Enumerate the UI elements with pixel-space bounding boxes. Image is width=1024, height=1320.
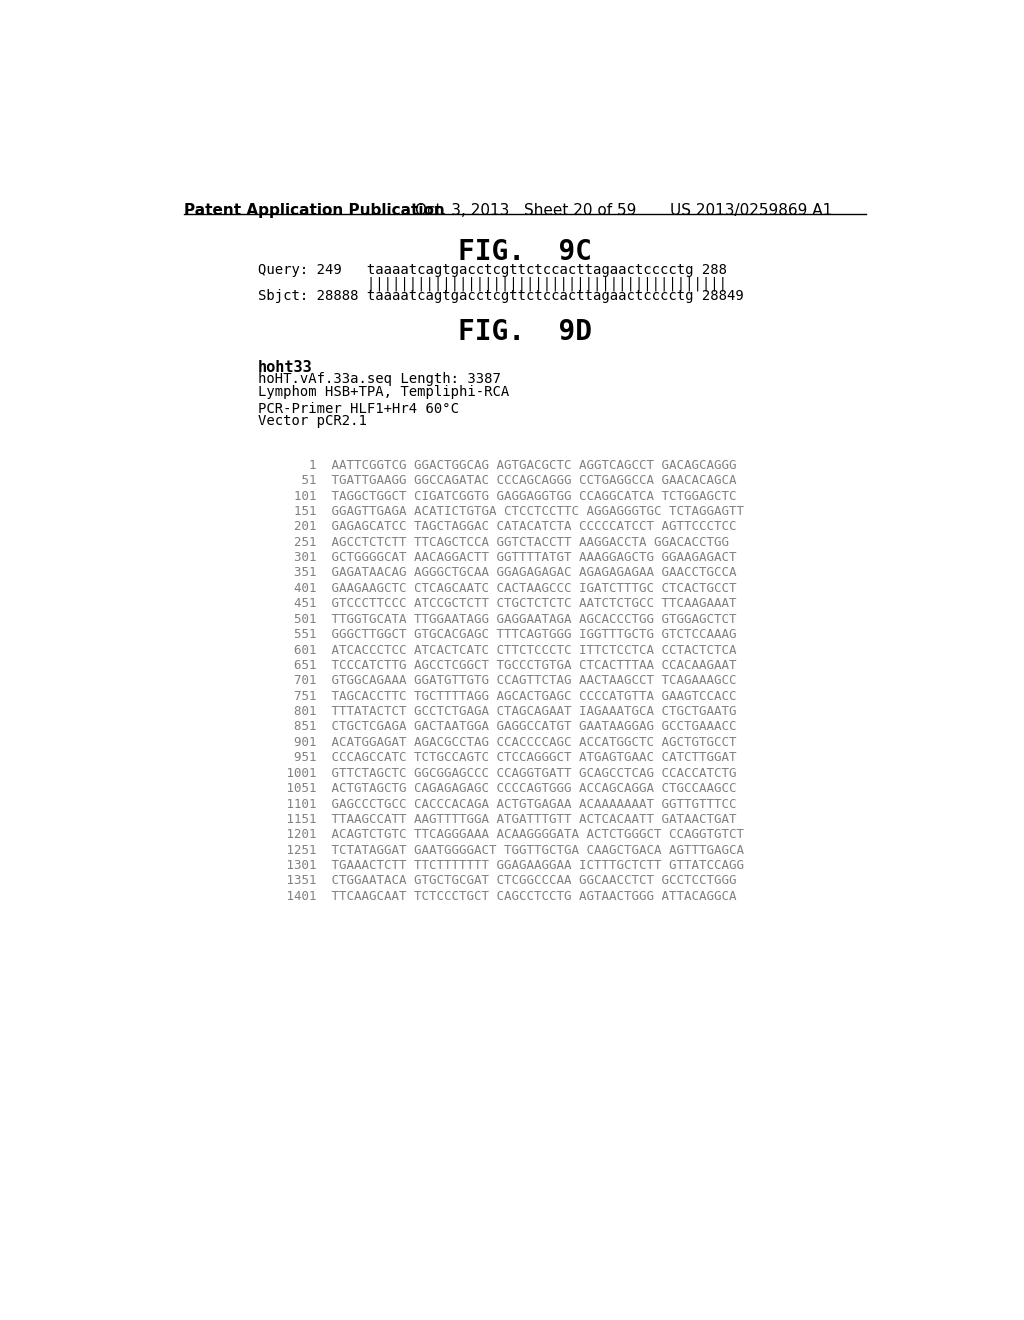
Text: Lymphom HSB+TPA, Templiphi-RCA: Lymphom HSB+TPA, Templiphi-RCA xyxy=(258,385,510,399)
Text: FIG.  9C: FIG. 9C xyxy=(458,238,592,265)
Text: 1201  ACAGTCTGTC TTCAGGGAAA ACAAGGGGATA ACTCTGGGCT CCAGGTGTCT: 1201 ACAGTCTGTC TTCAGGGAAA ACAAGGGGATA A… xyxy=(280,829,744,841)
Text: 201  GAGAGCATCC TAGCTAGGAC CATACATCTA CCCCCATCCT AGTTCCCTCC: 201 GAGAGCATCC TAGCTAGGAC CATACATCTA CCC… xyxy=(280,520,736,533)
Text: 1  AATTCGGTCG GGACTGGCAG AGTGACGCTC AGGTCAGCCT GACAGCAGGG: 1 AATTCGGTCG GGACTGGCAG AGTGACGCTC AGGTC… xyxy=(280,459,736,471)
Text: 301  GCTGGGGCAT AACAGGACTT GGTTTTATGT AAAGGAGCTG GGAAGAGACT: 301 GCTGGGGCAT AACAGGACTT GGTTTTATGT AAA… xyxy=(280,552,736,564)
Text: 851  CTGCTCGAGA GACTAATGGA GAGGCCATGT GAATAAGGAG GCCTGAAACC: 851 CTGCTCGAGA GACTAATGGA GAGGCCATGT GAA… xyxy=(280,721,736,734)
Text: 651  TCCCATCTTG AGCCTCGGCT TGCCCTGTGA CTCACTTTAA CCACAAGAAT: 651 TCCCATCTTG AGCCTCGGCT TGCCCTGTGA CTC… xyxy=(280,659,736,672)
Text: PCR-Primer HLF1+Hr4 60°C: PCR-Primer HLF1+Hr4 60°C xyxy=(258,401,459,416)
Text: 51  TGATTGAAGG GGCCAGATAC CCCAGCAGGG CCTGAGGCCA GAACACAGCA: 51 TGATTGAAGG GGCCAGATAC CCCAGCAGGG CCTG… xyxy=(280,474,736,487)
Text: 1401  TTCAAGCAAT TCTCCCTGCT CAGCCTCCTG AGTAACTGGG ATTACAGGCA: 1401 TTCAAGCAAT TCTCCCTGCT CAGCCTCCTG AG… xyxy=(280,890,736,903)
Text: 101  TAGGCTGGCT CIGATCGGTG GAGGAGGTGG CCAGGCATCA TCTGGAGCTC: 101 TAGGCTGGCT CIGATCGGTG GAGGAGGTGG CCA… xyxy=(280,490,736,503)
Text: 1251  TCTATAGGAT GAATGGGGACT TGGTTGCTGA CAAGCTGACA AGTTTGAGCA: 1251 TCTATAGGAT GAATGGGGACT TGGTTGCTGA C… xyxy=(280,843,744,857)
Text: 351  GAGATAACAG AGGGCTGCAA GGAGAGAGAC AGAGAGAGAA GAACCTGCCA: 351 GAGATAACAG AGGGCTGCAA GGAGAGAGAC AGA… xyxy=(280,566,736,579)
Text: 251  AGCCTCTCTT TTCAGCTCCA GGTCTACCTT AAGGACCTA GGACACCTGG: 251 AGCCTCTCTT TTCAGCTCCA GGTCTACCTT AAG… xyxy=(280,536,729,549)
Text: 1351  CTGGAATACA GTGCTGCGAT CTCGGCCCAA GGCAACCTCT GCCTCCTGGG: 1351 CTGGAATACA GTGCTGCGAT CTCGGCCCAA GG… xyxy=(280,875,736,887)
Text: hoHT.vAf.33a.seq Length: 3387: hoHT.vAf.33a.seq Length: 3387 xyxy=(258,372,501,387)
Text: Query: 249   taaaatcagtgacctcgttctccacttagaactcccctg 288: Query: 249 taaaatcagtgacctcgttctccacttag… xyxy=(258,263,727,277)
Text: Patent Application Publication: Patent Application Publication xyxy=(183,203,444,218)
Text: Vector pCR2.1: Vector pCR2.1 xyxy=(258,414,367,428)
Text: 901  ACATGGAGAT AGACGCCTAG CCACCCCAGC ACCATGGCTC AGCTGTGCCT: 901 ACATGGAGAT AGACGCCTAG CCACCCCAGC ACC… xyxy=(280,737,736,748)
Text: 801  TTTATACTCT GCCTCTGAGA CTAGCAGAAT IAGAAATGCA CTGCTGAATG: 801 TTTATACTCT GCCTCTGAGA CTAGCAGAAT IAG… xyxy=(280,705,736,718)
Text: 951  CCCAGCCATC TCTGCCAGTC CTCCAGGGCT ATGAGTGAAC CATCTTGGAT: 951 CCCAGCCATC TCTGCCAGTC CTCCAGGGCT ATG… xyxy=(280,751,736,764)
Text: 1301  TGAAACTCTT TTCTTTTTTT GGAGAAGGAA ICTTTGCTCTT GTTATCCAGG: 1301 TGAAACTCTT TTCTTTTTTT GGAGAAGGAA IC… xyxy=(280,859,744,873)
Text: 501  TTGGTGCATA TTGGAATAGG GAGGAATAGA AGCACCCTGG GTGGAGCTCT: 501 TTGGTGCATA TTGGAATAGG GAGGAATAGA AGC… xyxy=(280,612,736,626)
Text: 601  ATCACCCTCC ATCACTCATC CTTCTCCCTC ITTCTCCTCA CCTACTCTCA: 601 ATCACCCTCC ATCACTCATC CTTCTCCCTC ITT… xyxy=(280,644,736,656)
Text: 401  GAAGAAGCTC CTCAGCAATC CACTAAGCCC IGATCTTTGC CTCACTGCCT: 401 GAAGAAGCTC CTCAGCAATC CACTAAGCCC IGA… xyxy=(280,582,736,595)
Text: Oct. 3, 2013   Sheet 20 of 59: Oct. 3, 2013 Sheet 20 of 59 xyxy=(415,203,636,218)
Text: 1151  TTAAGCCATT AAGTTTTGGA ATGATTTGTT ACTCACAATT GATAACTGAT: 1151 TTAAGCCATT AAGTTTTGGA ATGATTTGTT AC… xyxy=(280,813,736,826)
Text: hoht33: hoht33 xyxy=(258,360,313,375)
Text: 1051  ACTGTAGCTG CAGAGAGAGC CCCCAGTGGG ACCAGCAGGA CTGCCAAGCC: 1051 ACTGTAGCTG CAGAGAGAGC CCCCAGTGGG AC… xyxy=(280,781,736,795)
Text: 751  TAGCACCTTC TGCTTTTAGG AGCACTGAGC CCCCATGTTA GAAGTCCACC: 751 TAGCACCTTC TGCTTTTAGG AGCACTGAGC CCC… xyxy=(280,689,736,702)
Text: 1101  GAGCCCTGCC CACCCACAGA ACTGTGAGAA ACAAAAAAAT GGTTGTTTCC: 1101 GAGCCCTGCC CACCCACAGA ACTGTGAGAA AC… xyxy=(280,797,736,810)
Text: 451  GTCCCTTCCC ATCCGCTCTT CTGCTCTCTC AATCTCTGCC TTCAAGAAAT: 451 GTCCCTTCCC ATCCGCTCTT CTGCTCTCTC AAT… xyxy=(280,598,736,610)
Text: |||||||||||||||||||||||||||||||||||||||||||: ||||||||||||||||||||||||||||||||||||||||… xyxy=(258,276,727,290)
Text: 1001  GTTCTAGCTC GGCGGAGCCC CCAGGTGATT GCAGCCTCAG CCACCATCTG: 1001 GTTCTAGCTC GGCGGAGCCC CCAGGTGATT GC… xyxy=(280,767,736,780)
Text: FIG.  9D: FIG. 9D xyxy=(458,318,592,346)
Text: US 2013/0259869 A1: US 2013/0259869 A1 xyxy=(671,203,833,218)
Text: Sbjct: 28888 taaaatcagtgacctcgttctccacttagaactcccctg 28849: Sbjct: 28888 taaaatcagtgacctcgttctccactt… xyxy=(258,289,744,304)
Text: 701  GTGGCAGAAA GGATGTTGTG CCAGTTCTAG AACTAAGCCT TCAGAAAGCC: 701 GTGGCAGAAA GGATGTTGTG CCAGTTCTAG AAC… xyxy=(280,675,736,688)
Text: 551  GGGCTTGGCT GTGCACGAGC TTTCAGTGGG IGGTTTGCTG GTCTCCAAAG: 551 GGGCTTGGCT GTGCACGAGC TTTCAGTGGG IGG… xyxy=(280,628,736,642)
Text: 151  GGAGTTGAGA ACATICTGTGA CTCCTCCTTC AGGAGGGTGC TCTAGGAGTT: 151 GGAGTTGAGA ACATICTGTGA CTCCTCCTTC AG… xyxy=(280,506,744,517)
